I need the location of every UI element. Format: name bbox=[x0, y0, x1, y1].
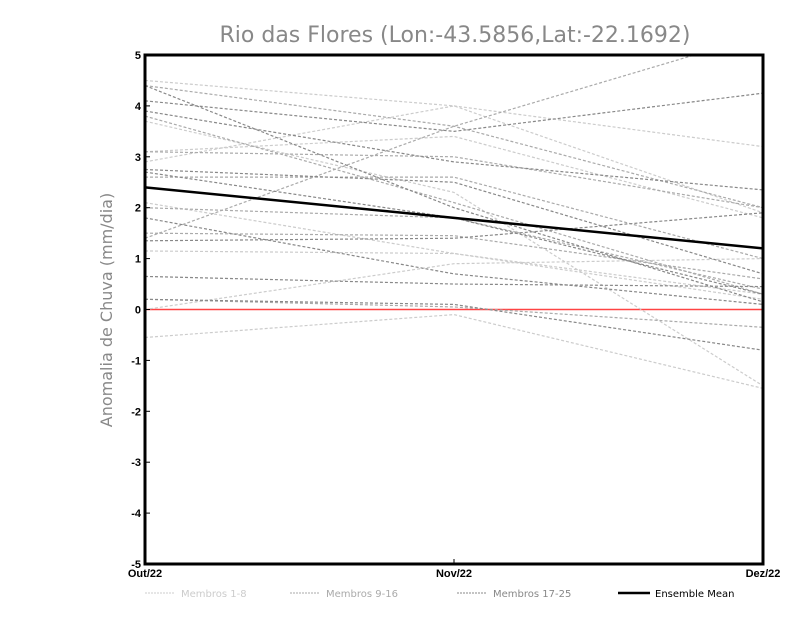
member-line-1-4 bbox=[145, 250, 763, 295]
member-line-3-4 bbox=[145, 217, 763, 306]
y-axis-label: Anomalia de Chuva (mm/dia) bbox=[97, 193, 116, 427]
member-line-1-5 bbox=[145, 258, 763, 311]
member-line-2-2 bbox=[145, 151, 763, 209]
member-line-3-7 bbox=[145, 212, 763, 242]
member-line-2-1 bbox=[145, 84, 763, 209]
y-tick-label: -4 bbox=[131, 508, 142, 520]
member-line-3-2 bbox=[145, 110, 763, 191]
member-line-2-8 bbox=[145, 115, 763, 295]
y-tick-label: 1 bbox=[135, 254, 141, 266]
member-line-3-5 bbox=[145, 275, 763, 288]
y-tick-label: -1 bbox=[131, 355, 141, 367]
x-tick-label: Out/22 bbox=[128, 568, 162, 580]
y-tick-label: -2 bbox=[131, 406, 141, 418]
legend-item: Membros 17-25 bbox=[457, 589, 571, 600]
y-tick-label: -5 bbox=[131, 559, 141, 571]
member-line-2-7 bbox=[145, 176, 763, 260]
member-line-3-8 bbox=[145, 171, 763, 295]
legend-label: Ensemble Mean bbox=[655, 589, 734, 600]
member-line-1-3 bbox=[145, 105, 763, 214]
member-line-1-1 bbox=[145, 79, 763, 148]
member-line-2-4 bbox=[145, 232, 763, 280]
chart-title: Rio das Flores (Lon:-43.5856,Lat:-22.169… bbox=[220, 23, 691, 48]
member-line-3-6 bbox=[145, 84, 763, 303]
x-tick-label: Nov/22 bbox=[436, 568, 472, 580]
member-line-3-3 bbox=[145, 168, 763, 275]
x-tick-label: Dez/22 bbox=[746, 568, 781, 580]
member-line-1-2 bbox=[145, 120, 763, 387]
y-tick-label: -3 bbox=[131, 457, 141, 469]
legend-item: Membros 1-8 bbox=[145, 589, 247, 600]
legend-label: Membros 1-8 bbox=[181, 589, 247, 600]
member-line-3-1 bbox=[145, 92, 763, 132]
y-tick-label: 5 bbox=[135, 50, 141, 62]
member-line-1-6 bbox=[145, 313, 763, 389]
y-tick-label: 4 bbox=[135, 101, 142, 113]
member-line-1-7 bbox=[145, 202, 763, 300]
member-line-2-5 bbox=[145, 298, 763, 328]
member-line-3-9 bbox=[145, 298, 763, 351]
y-tick-label: 2 bbox=[135, 203, 141, 215]
legend-label: Membros 17-25 bbox=[493, 589, 571, 600]
y-tick-label: 0 bbox=[135, 305, 141, 317]
ensemble-mean-line bbox=[145, 186, 763, 250]
legend-item: Membros 9-16 bbox=[290, 589, 398, 600]
y-tick-label: 3 bbox=[135, 152, 141, 164]
member-line-2-3 bbox=[145, 207, 763, 290]
legend-item: Ensemble Mean bbox=[618, 589, 734, 600]
legend-label: Membros 9-16 bbox=[326, 589, 398, 600]
